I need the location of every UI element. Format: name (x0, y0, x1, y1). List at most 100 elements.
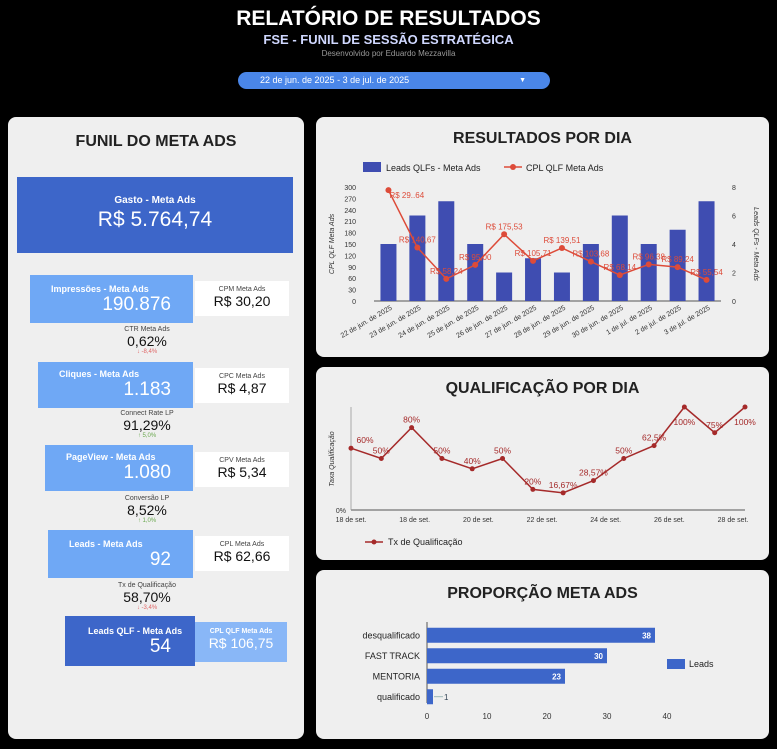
category-label: MENTORIA (373, 671, 420, 681)
x-tick-label: 20 (543, 712, 552, 721)
point-qualification (681, 404, 687, 410)
x-tick-label: 28 de set. (718, 517, 749, 524)
proportion-panel: PROPORÇÃO META ADS desqualificado 38 FAST … (316, 570, 769, 739)
qualification-chart: 0%Taxa Qualificação 60%50%80%50%40%50%20%… (329, 404, 756, 547)
point-cpl-qlf (385, 187, 392, 194)
side-label: CPC Meta Ads (219, 373, 265, 380)
category-label: desqualificado (362, 630, 420, 640)
y-left-tick-label: 30 (348, 288, 356, 295)
y-left-tick-label: 60 (348, 276, 356, 283)
side-value: R$ 4,87 (217, 380, 267, 396)
x-tick-label: 22 de jun. de 2025 (340, 305, 394, 340)
stage-label: Cliques - Meta Ads (59, 369, 140, 379)
bar-leads-qlf (640, 244, 657, 301)
y-left-tick-label: 270 (344, 196, 356, 203)
point-cpl-qlf (501, 231, 508, 238)
point-qualification (439, 456, 445, 461)
point-qualification (409, 425, 415, 431)
developer-credit: Desenvolvido por Eduardo Mezzavilla (321, 49, 456, 58)
rate-value: 0,62% (127, 333, 167, 349)
rate-label: Tx de Qualificação (118, 582, 176, 589)
point-label-qualification: 50% (494, 446, 511, 456)
y-left-tick-label: 180 (344, 231, 356, 238)
point-qualification (742, 404, 748, 410)
point-qualification (590, 478, 596, 484)
results-chart: Leads QLFs - Meta Ads CPL QLF Meta Ads CPL… (329, 162, 759, 340)
report-subtitle: FSE - FUNIL DE SESSÃO ESTRATÉGICA (263, 32, 514, 47)
point-label-qualification: 20% (524, 476, 541, 486)
results-title: RESULTADOS POR DIA (453, 130, 632, 147)
side-card-cpv: CPV Meta Ads R$ 5,34 (195, 452, 289, 487)
stage-value: 92 (149, 549, 171, 570)
y-axis-left-title: CPL QLF Meta Ads (329, 213, 336, 274)
y-left-tick-label: 0 (352, 299, 356, 306)
point-label-qualification: 62,5% (642, 433, 667, 443)
x-tick-label: 30 (603, 712, 612, 721)
y-right-tick-label: 0 (732, 299, 736, 306)
funnel-title: FUNIL DO META ADS (75, 133, 237, 150)
proportion-bar (427, 627, 655, 643)
stage-card-impressions: Impressões - Meta Ads 190.876 (30, 275, 193, 323)
x-tick-label: 0 (425, 712, 430, 721)
rate-label: CTR Meta Ads (124, 326, 170, 333)
rate-change: ↓ -3,4% (136, 605, 158, 611)
point-label-qualification: 80% (403, 415, 420, 425)
stage-value: 1.183 (123, 379, 171, 400)
bar-value-label: 30 (594, 652, 603, 661)
point-label-cpl-qlf: R$ 29..64 (389, 191, 424, 200)
bar-value-label: 38 (642, 631, 651, 640)
stage-label: Leads - Meta Ads (69, 539, 143, 549)
proportion-bar (427, 689, 433, 705)
bar-leads-qlf (496, 272, 513, 301)
point-qualification (621, 456, 627, 461)
bar-leads-qlf (380, 244, 397, 301)
qualification-title: QUALIFICAÇÃO POR DIA (445, 380, 640, 397)
spend-card: Gasto - Meta Ads R$ 5.764,74 (17, 177, 293, 253)
x-tick-label: 25 de jun. de 2025 (426, 305, 480, 340)
side-label: CPM Meta Ads (218, 286, 266, 293)
point-qualification (560, 490, 566, 496)
point-label-qualification: 100% (674, 417, 696, 427)
x-tick-label: 24 de set. (590, 517, 621, 524)
spend-value: R$ 5.764,74 (97, 208, 213, 231)
line-cpl-qlf (387, 189, 707, 281)
line-qualification (350, 405, 746, 494)
point-label-qualification: 60% (356, 435, 373, 445)
proportion-bar (427, 668, 565, 684)
point-qualification (712, 430, 718, 436)
x-tick-label: 30 de jun. de 2025 (571, 305, 625, 340)
y-axis-title: Taxa Qualificação (329, 431, 336, 486)
rate-conversion: Conversão LP 8,52% ↑ 1,0% (87, 495, 207, 524)
bar-leads-qlf (582, 244, 599, 301)
point-label-cpl-qlf: R$ 175,53 (486, 222, 523, 231)
legend-line-label: CPL QLF Meta Ads (526, 163, 604, 173)
point-label-qualification: 50% (433, 446, 450, 456)
legend-line-marker (510, 164, 516, 170)
y-right-tick-label: 4 (732, 242, 736, 249)
legend-label: Leads (689, 659, 714, 669)
point-cpl-qlf (414, 244, 421, 251)
bar-leads-qlf (409, 215, 426, 301)
point-qualification (500, 456, 506, 461)
stage-value: 54 (149, 636, 171, 657)
point-label-qualification: 16,67% (549, 480, 578, 490)
legend-swatch (667, 659, 685, 669)
point-cpl-qlf (616, 272, 623, 279)
bar-leads-qlf (611, 215, 628, 301)
bar-leads-qlf (438, 201, 455, 301)
point-qualification (348, 445, 354, 451)
point-cpl-qlf (674, 264, 681, 271)
rate-ctr: CTR Meta Ads 0,62% ↓ -8,4% (87, 326, 207, 355)
legend-bar-swatch (363, 162, 381, 172)
point-cpl-qlf (530, 257, 537, 264)
rate-connect: Connect Rate LP 91,29% ↑ 5,0% (87, 410, 207, 439)
x-tick-label: 24 de jun. de 2025 (398, 305, 452, 340)
rate-value: 91,29% (123, 417, 171, 433)
side-card-cpc: CPC Meta Ads R$ 4,87 (195, 368, 289, 403)
point-label-qualification: 40% (464, 456, 481, 466)
point-label-cpl-qlf: R$ 140,67 (399, 236, 436, 245)
bar-leads-qlf (553, 272, 570, 301)
date-range-picker[interactable]: 22 de jun. de 2025 - 3 de jul. de 2025 ▼ (238, 72, 550, 89)
side-value: R$ 5,34 (217, 464, 267, 480)
point-qualification (469, 466, 475, 472)
